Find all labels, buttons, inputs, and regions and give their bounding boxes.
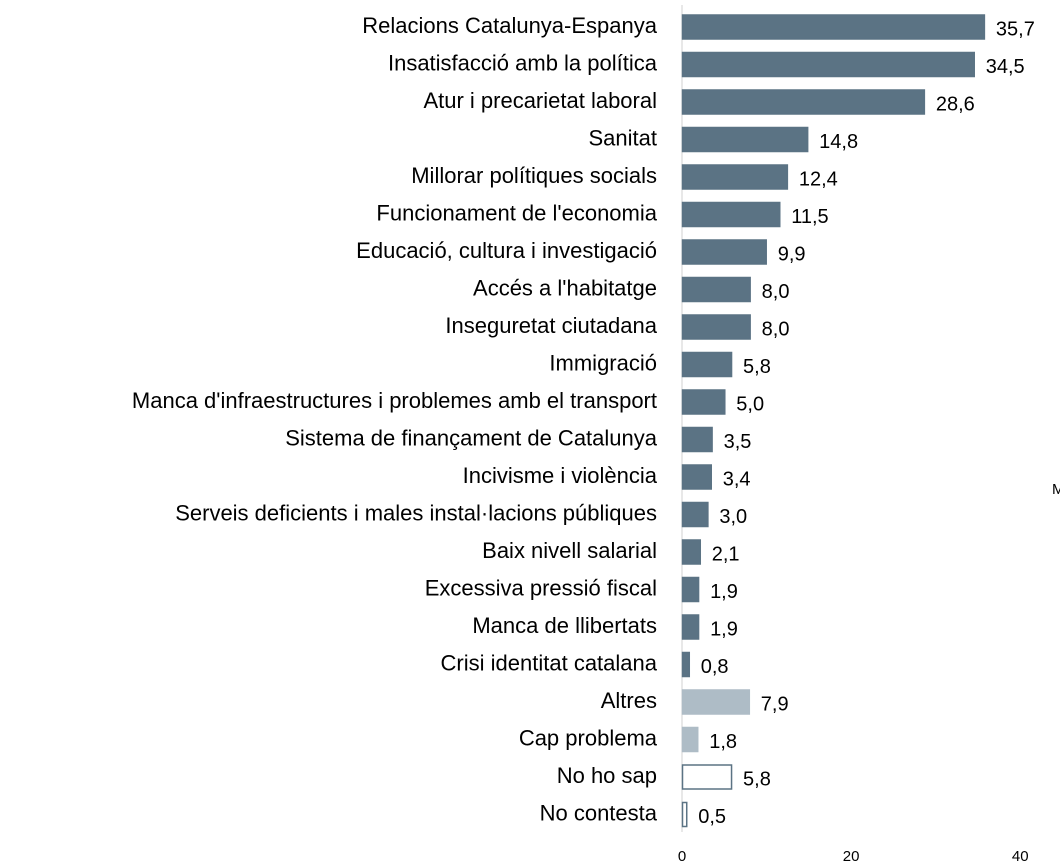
category-label: Millorar polítiques socials (411, 163, 657, 188)
annotation: M (1052, 481, 1060, 498)
bar (681, 89, 926, 115)
bar (681, 501, 709, 528)
category-label: Crisi identitat catalana (441, 650, 658, 675)
value-label: 1,9 (710, 581, 738, 603)
value-label: 5,0 (736, 393, 764, 415)
category-label: Manca de llibertats (472, 613, 657, 638)
value-label: 28,6 (936, 93, 975, 115)
category-label: No contesta (540, 800, 658, 825)
value-label: 0,5 (698, 806, 726, 828)
bar (681, 764, 733, 790)
category-label: Atur i precarietat laboral (423, 88, 657, 113)
bar (681, 126, 809, 153)
value-label: 3,4 (723, 468, 751, 490)
category-label: Manca d'infraestructures i problemes amb… (132, 388, 657, 413)
bar (681, 689, 751, 715)
value-label: 14,8 (819, 131, 858, 153)
value-label: 8,0 (762, 318, 790, 340)
value-label: 2,1 (712, 543, 740, 565)
bar (681, 614, 700, 640)
category-label: Excessiva pressió fiscal (425, 575, 657, 600)
bar (681, 389, 726, 415)
bar (681, 14, 986, 40)
category-label: Inseguretat ciutadana (445, 313, 657, 338)
bar (681, 801, 688, 828)
category-label: No ho sap (557, 763, 657, 788)
value-label: 8,0 (762, 281, 790, 303)
category-label: Sistema de finançament de Catalunya (285, 425, 658, 450)
bar (681, 164, 789, 190)
bar (681, 239, 767, 265)
category-label: Serveis deficients i males instal·lacion… (175, 500, 657, 525)
category-label: Sanitat (589, 125, 658, 150)
value-label: 3,5 (724, 431, 752, 453)
category-label: Incivisme i violència (463, 463, 658, 488)
bar (681, 464, 713, 490)
x-tick-label: 0 (678, 848, 686, 865)
bar (681, 576, 700, 603)
category-label: Funcionament de l'economia (376, 200, 657, 225)
value-label: 1,9 (710, 618, 738, 640)
x-tick-label: 40 (1012, 848, 1029, 865)
value-label: 9,9 (778, 243, 806, 265)
x-tick-label: 20 (843, 848, 860, 865)
bar (681, 314, 751, 340)
value-label: 7,9 (761, 693, 789, 715)
category-label: Insatisfacció amb la política (388, 50, 658, 75)
value-label: 5,8 (743, 768, 771, 790)
bar (681, 276, 751, 303)
value-label: 12,4 (799, 168, 838, 190)
bar (681, 651, 691, 678)
value-label: 1,8 (709, 731, 737, 753)
value-label: 34,5 (986, 56, 1025, 78)
value-label: 35,7 (996, 18, 1035, 40)
bar (681, 539, 702, 565)
bar (681, 351, 733, 378)
value-label: 3,0 (719, 506, 747, 528)
category-label: Immigració (549, 350, 657, 375)
category-label: Accés a l'habitatge (473, 275, 657, 300)
bar (681, 726, 699, 753)
value-label: 11,5 (791, 206, 828, 228)
bar (681, 201, 781, 228)
value-label: 0,8 (701, 656, 729, 678)
category-label: Relacions Catalunya-Espanya (362, 13, 657, 38)
bar (681, 426, 713, 453)
category-label: Educació, cultura i investigació (356, 238, 657, 263)
category-label: Altres (601, 688, 657, 713)
category-label: Cap problema (519, 725, 658, 750)
bar (681, 51, 975, 78)
category-label: Baix nivell salarial (482, 538, 657, 563)
value-label: 5,8 (743, 356, 771, 378)
